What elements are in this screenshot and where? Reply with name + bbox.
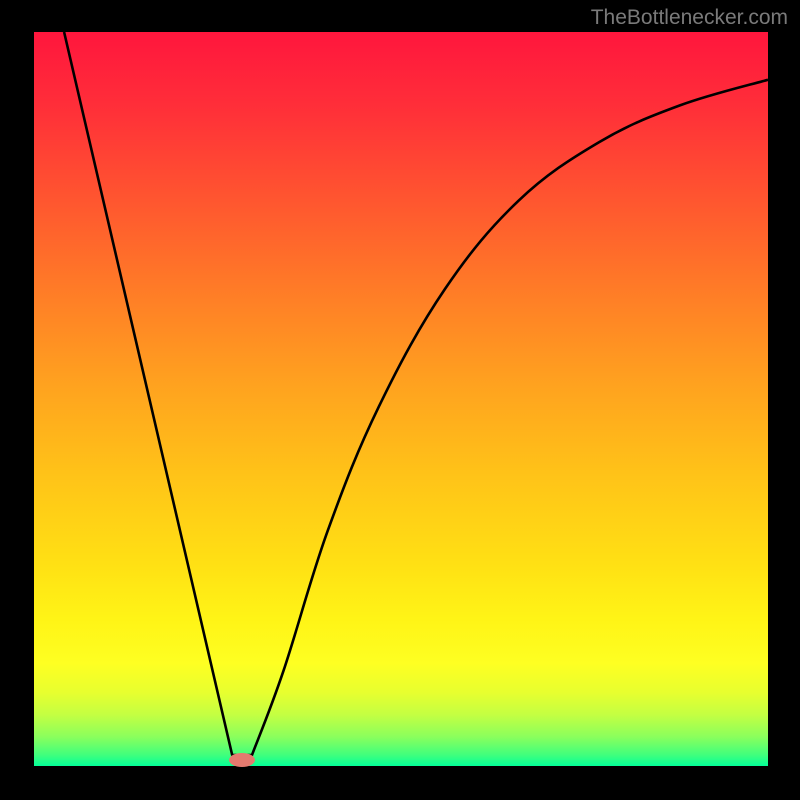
- chart-container: TheBottlenecker.com: [0, 0, 800, 800]
- curve-layer: [34, 32, 768, 766]
- performance-curve: [64, 32, 768, 755]
- bottleneck-marker: [229, 753, 255, 767]
- plot-area: [34, 32, 768, 766]
- watermark-text: TheBottlenecker.com: [591, 6, 788, 30]
